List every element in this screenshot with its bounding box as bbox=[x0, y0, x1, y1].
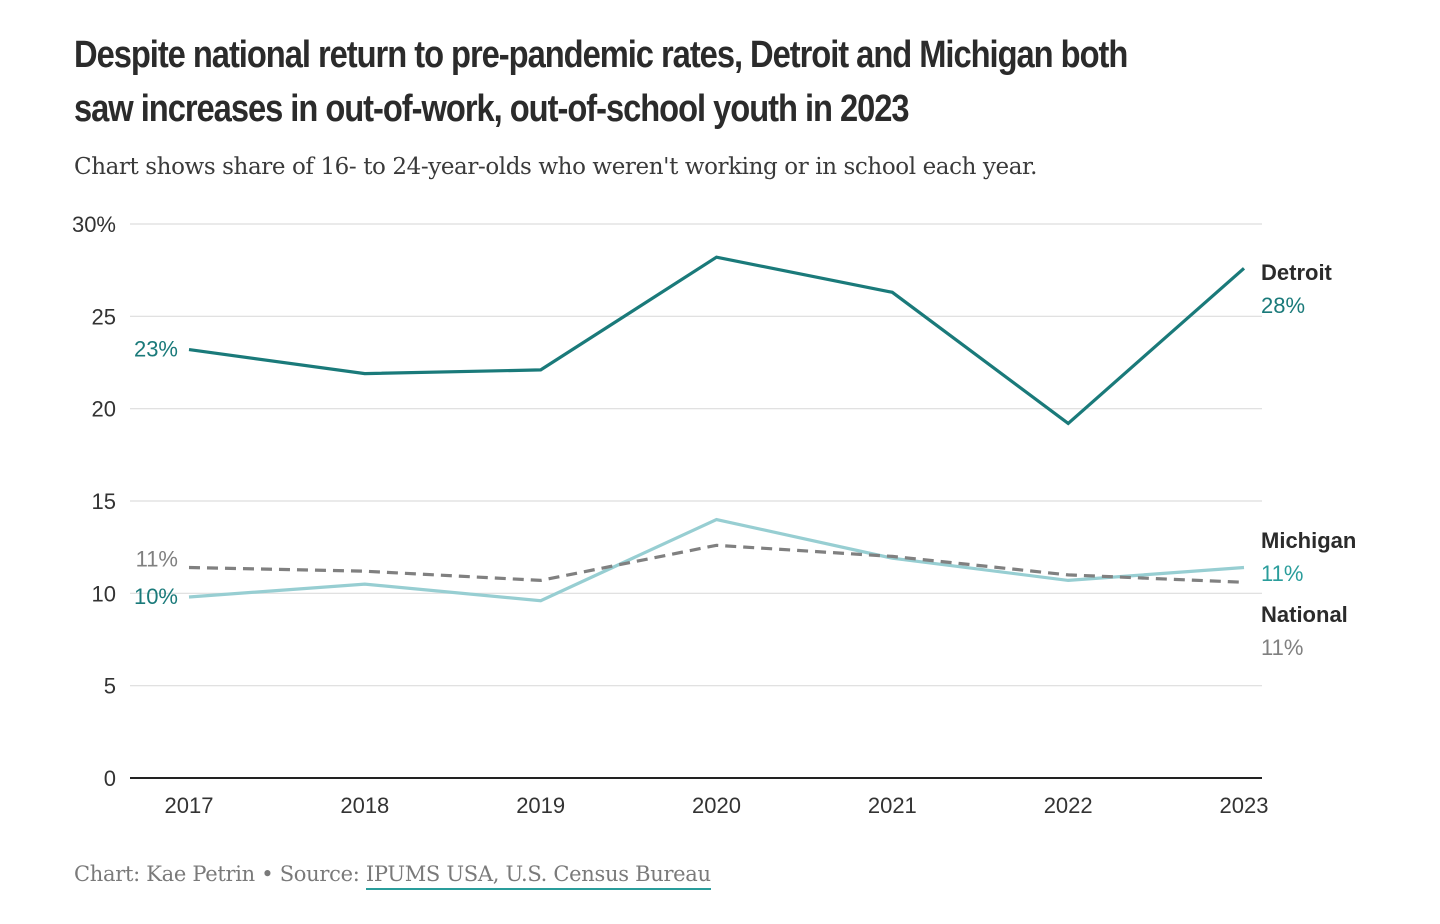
series-lines bbox=[188, 255, 1246, 603]
end-value-national: 11% bbox=[1261, 635, 1303, 660]
end-name-detroit: Detroit bbox=[1261, 260, 1333, 285]
start-label-national: 11% bbox=[136, 546, 178, 571]
end-value-detroit: 28% bbox=[1261, 293, 1305, 318]
end-value-michigan: 11% bbox=[1261, 561, 1303, 586]
y-tick-label-25: 25 bbox=[92, 304, 116, 329]
y-tick-label-30: 30% bbox=[72, 212, 116, 237]
x-tick-label-2020: 2020 bbox=[692, 793, 741, 818]
source-link[interactable]: IPUMS USA, U.S. Census Bureau bbox=[365, 862, 711, 890]
x-tick-label-2021: 2021 bbox=[868, 793, 917, 818]
x-axis-ticks: 2017 2018 2019 2020 2021 2022 2023 bbox=[165, 793, 1269, 818]
series-labels: 23% Detroit 28% 10% Michigan 11% 11% National 11… bbox=[134, 260, 1356, 660]
chart-footer: Chart: Kae Petrin • Source: IPUMS USA, U… bbox=[74, 862, 711, 890]
end-name-national: National bbox=[1261, 602, 1348, 627]
start-label-detroit: 23% bbox=[134, 337, 178, 362]
chart-title: Despite national return to pre-pandemic … bbox=[74, 34, 1128, 130]
y-tick-label-20: 20 bbox=[92, 397, 116, 422]
y-tick-label-15: 15 bbox=[92, 489, 116, 514]
start-label-michigan: 10% bbox=[134, 584, 178, 609]
gridlines bbox=[130, 223, 1262, 779]
x-tick-label-2023: 2023 bbox=[1220, 793, 1269, 818]
x-tick-label-2018: 2018 bbox=[340, 793, 389, 818]
y-tick-label-0: 0 bbox=[104, 766, 116, 791]
x-tick-label-2017: 2017 bbox=[165, 793, 214, 818]
footer-credit: Chart: Kae Petrin • Source: bbox=[74, 862, 366, 886]
y-axis-ticks: 0 5 10 15 20 25 30% bbox=[72, 212, 116, 791]
series-line-national bbox=[188, 543, 1245, 584]
x-tick-label-2019: 2019 bbox=[516, 793, 565, 818]
series-line-michigan bbox=[188, 517, 1245, 603]
y-tick-label-5: 5 bbox=[104, 674, 116, 699]
y-tick-label-10: 10 bbox=[92, 581, 116, 606]
series-line-detroit bbox=[188, 255, 1246, 426]
x-tick-label-2022: 2022 bbox=[1044, 793, 1093, 818]
chart-subtitle: Chart shows share of 16- to 24-year-olds… bbox=[74, 154, 1038, 180]
end-name-michigan: Michigan bbox=[1261, 528, 1356, 553]
